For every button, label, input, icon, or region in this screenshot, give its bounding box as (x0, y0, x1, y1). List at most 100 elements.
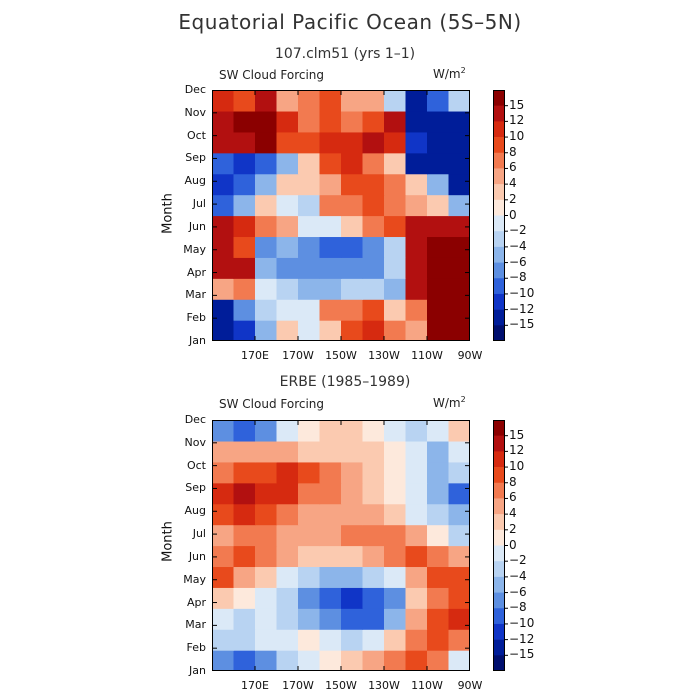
panel-1-cell-sep-110w (405, 152, 428, 175)
panel-1-colorbar-swatch (493, 121, 505, 138)
panel-1-cell-dec-170w (276, 90, 299, 112)
panel-2-cell-dec-180 (255, 420, 278, 442)
panel-2-cell-jan-160w (298, 650, 321, 671)
panel-1-cell-apr-180 (255, 257, 278, 279)
panel-1-cell-oct-110w (405, 131, 428, 154)
panel-2-cell-may-170w (276, 566, 299, 588)
panel-2-cell-dec-90w (448, 420, 470, 442)
panel-2-colorbar-swatch (493, 482, 505, 499)
panel-1-cell-jan-180 (255, 320, 278, 341)
panel-1-x-tick-label: 110W (411, 349, 443, 362)
panel-1-cell-mar-170e (233, 278, 256, 300)
panel-2-colorbar-label: −10 (509, 615, 535, 630)
panel-1-cell-may-110w (405, 236, 428, 258)
panel-2-cell-jun-170w (276, 545, 299, 568)
panel-1-cell-jul-140w (341, 194, 364, 217)
panel-1-cell-apr-90w (448, 257, 470, 279)
panel-1-cell-feb-130w (362, 299, 385, 321)
panel-1-cell-jan-160e (212, 320, 235, 341)
panel-1-y-tick-label: Jan (189, 334, 206, 347)
panel-2-cell-dec-160e (212, 420, 235, 442)
panel-1-cell-oct-130w (362, 131, 385, 154)
panel-2-y-tick-label: Sep (185, 481, 206, 495)
panel-1-y-tick-label: Apr (186, 265, 206, 279)
panel-1-colorbar-swatch (493, 215, 505, 232)
panel-1-cell-feb-160w (298, 299, 321, 321)
panel-2-colorbar-swatch (493, 639, 505, 656)
panel-2-colorbar-label: 8 (509, 474, 517, 489)
panel-2-cell-oct-110w (405, 461, 428, 484)
panel-2-cell-aug-170w (276, 503, 299, 526)
panel-2-cell-aug-100w (427, 503, 450, 526)
panel-1-cell-may-170w (276, 236, 299, 258)
panel-1-cell-nov-140w (341, 110, 364, 133)
panel-2-cell-nov-140w (341, 440, 364, 463)
panel-1-colorbar-label: 10 (509, 129, 525, 144)
panel-1-colorbar-swatch (493, 231, 505, 248)
panel-1-colorbar-swatch (493, 293, 505, 310)
panel-1-cell-apr-170w (276, 257, 299, 279)
panel-1-cell-nov-100w (427, 110, 450, 133)
panel-2-cell-apr-100w (427, 587, 450, 609)
panel-2-cell-aug-130w (362, 503, 385, 526)
panel-2-cell-sep-120w (384, 482, 407, 505)
panel-2-cell-nov-130w (362, 440, 385, 463)
panel-2-cell-sep-110w (405, 482, 428, 505)
panel-1-cell-sep-160w (298, 152, 321, 175)
panel-2-colorbar-swatch (493, 592, 505, 609)
panel-2-cell-dec-120w (384, 420, 407, 442)
panel-2-cell-may-170e (233, 566, 256, 588)
panel-2-cell-sep-170e (233, 482, 256, 505)
panel-1-cell-jan-150w (319, 320, 342, 341)
panel-1-cell-dec-100w (427, 90, 450, 112)
panel-2-cell-oct-150w (319, 461, 342, 484)
panel-2-cell-sep-170w (276, 482, 299, 505)
panel-1-cell-apr-140w (341, 257, 364, 279)
panel-2-cell-dec-130w (362, 420, 385, 442)
panel-2-cell-jun-100w (427, 545, 450, 568)
panel-2-cell-dec-150w (319, 420, 342, 442)
panel-1-cell-jul-150w (319, 194, 342, 217)
panel-1-cell-dec-120w (384, 90, 407, 112)
panel-2-cell-mar-160w (298, 608, 321, 630)
panel-1-cell-dec-180 (255, 90, 278, 112)
panel-2-cell-sep-100w (427, 482, 450, 505)
panel-2-y-tick-label: Jul (192, 527, 206, 541)
panel-2-cell-oct-100w (427, 461, 450, 484)
panel-2-y-tick-label: Apr (186, 595, 206, 609)
panel-2-x-tick-label: 170E (241, 679, 269, 692)
panel-1-cell-oct-120w (384, 131, 407, 154)
panel-2-colorbar-swatch (493, 655, 505, 671)
panel-2-colorbar-swatch (493, 623, 505, 640)
panel-2-colorbar-swatch (493, 420, 505, 436)
panel-2-cell-may-100w (427, 566, 450, 588)
panel-1-cell-jul-170e (233, 194, 256, 217)
panel-1-cell-sep-170e (233, 152, 256, 175)
panel-2-cell-mar-120w (384, 608, 407, 630)
panel-1-colorbar-label: −10 (509, 285, 535, 300)
panel-1-cell-feb-180 (255, 299, 278, 321)
panel-2-cell-dec-160w (298, 420, 321, 442)
panel-1-colorbar-swatch (493, 278, 505, 295)
panel-2-cell-nov-160w (298, 440, 321, 463)
panel-2-colorbar-label: 4 (509, 506, 517, 521)
panel-1-y-tick-label: Aug (184, 174, 206, 188)
panel-1-cell-may-130w (362, 236, 385, 258)
panel-2-cell-nov-170w (276, 440, 299, 463)
panel-2-cell-sep-140w (341, 482, 364, 505)
panel-2-cell-mar-150w (319, 608, 342, 630)
panel-2-cell-aug-170e (233, 503, 256, 526)
panel-1-x-tick-label: 150W (325, 349, 357, 362)
panel-1-cell-jan-100w (427, 320, 450, 341)
panel-1-cell-aug-100w (427, 173, 450, 196)
panel-2-units: W/m2 (433, 395, 466, 410)
panel-1-cell-jun-170e (233, 215, 256, 238)
panel-1-cell-jan-170e (233, 320, 256, 341)
panel-2-colorbar-swatch (493, 576, 505, 593)
panel-1-cell-sep-100w (427, 152, 450, 175)
panel-2-cell-jun-90w (448, 545, 470, 568)
panel-2-cell-feb-170w (276, 629, 299, 651)
panel-1-colorbar-label: 8 (509, 144, 517, 159)
panel-1-y-tick-label: May (183, 242, 206, 256)
panel-2-cell-nov-160e (212, 440, 235, 463)
